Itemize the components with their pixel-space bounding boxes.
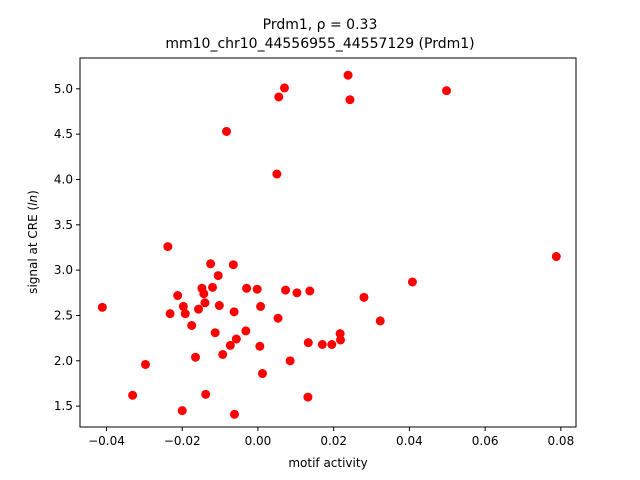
y-tick-label: 2.5 xyxy=(54,308,73,322)
data-point xyxy=(305,286,315,296)
data-point xyxy=(285,356,295,366)
y-tick-label: 1.5 xyxy=(54,399,73,413)
data-point xyxy=(190,352,200,362)
y-axis-label: signal at CRE (ln) xyxy=(26,190,40,294)
data-point xyxy=(375,316,385,326)
data-point xyxy=(292,288,302,298)
data-point xyxy=(194,304,204,314)
y-axis-label-close: ) xyxy=(26,190,40,195)
data-point xyxy=(335,335,345,345)
x-tick-label: −0.02 xyxy=(164,434,201,448)
data-point xyxy=(178,301,188,311)
y-axis-label-unit: ln xyxy=(26,195,40,206)
data-point xyxy=(317,340,327,349)
data-point xyxy=(359,292,369,302)
data-point xyxy=(208,282,218,292)
y-tick-label: 3.0 xyxy=(54,263,73,277)
x-tick-label: 0.04 xyxy=(396,434,423,448)
data-point xyxy=(165,309,175,319)
y-axis-label-main: signal at CRE ( xyxy=(26,206,40,294)
data-point xyxy=(218,349,228,359)
data-point xyxy=(274,92,284,102)
data-point xyxy=(345,95,355,105)
y-tick-label: 5.0 xyxy=(54,82,73,96)
data-point xyxy=(242,283,252,293)
data-points xyxy=(97,70,561,419)
y-tick-label: 3.5 xyxy=(54,218,73,232)
x-tick-label: 0.00 xyxy=(245,434,272,448)
data-point xyxy=(279,83,289,93)
x-axis-label: motif activity xyxy=(288,456,367,470)
data-point xyxy=(225,340,235,350)
y-tick-label: 4.5 xyxy=(54,127,73,141)
data-point xyxy=(258,369,267,379)
data-point xyxy=(252,284,262,294)
data-point xyxy=(303,338,313,348)
data-point xyxy=(551,252,561,262)
y-tick-label: 4.0 xyxy=(54,172,73,186)
data-point xyxy=(141,359,150,369)
data-point xyxy=(241,326,251,336)
data-point xyxy=(201,389,211,399)
data-point xyxy=(442,86,452,96)
data-point xyxy=(206,259,216,269)
data-point xyxy=(214,301,224,311)
data-point xyxy=(222,126,232,136)
data-point xyxy=(255,341,265,351)
data-point xyxy=(229,409,239,419)
y-tick-label: 2.0 xyxy=(54,354,73,368)
data-point xyxy=(173,291,183,301)
x-tick-label: 0.08 xyxy=(547,434,574,448)
data-point xyxy=(128,390,138,400)
data-point xyxy=(343,70,353,80)
data-point xyxy=(97,302,107,312)
chart-title-line-2: mm10_chr10_44556955_44557129 (Prdm1) xyxy=(165,36,474,52)
data-point xyxy=(327,340,337,349)
data-point xyxy=(163,242,173,252)
x-tick-label: −0.04 xyxy=(88,434,125,448)
data-point xyxy=(228,260,238,270)
data-point xyxy=(281,285,291,295)
data-point xyxy=(303,392,313,402)
data-point xyxy=(177,406,187,416)
data-point xyxy=(231,334,241,344)
data-point xyxy=(256,301,266,311)
y-axis-ticks: 1.5 2.0 2.5 3.0 3.5 4.0 4.5 5.0 xyxy=(54,82,80,413)
data-point xyxy=(335,329,345,339)
data-point xyxy=(272,169,282,179)
data-point xyxy=(213,271,223,281)
x-axis-ticks: −0.04 −0.02 0.00 0.02 0.04 0.06 0.08 xyxy=(88,427,574,448)
x-tick-label: 0.06 xyxy=(472,434,499,448)
data-point xyxy=(187,320,197,330)
data-point xyxy=(200,298,210,308)
data-point xyxy=(199,289,209,299)
data-point xyxy=(407,277,417,287)
x-tick-label: 0.02 xyxy=(320,434,347,448)
data-point xyxy=(210,328,220,338)
data-point xyxy=(273,313,283,323)
chart-title-line-1: Prdm1, ρ = 0.33 xyxy=(263,17,378,33)
data-point xyxy=(180,309,190,319)
data-point xyxy=(229,307,239,317)
plot-frame xyxy=(79,57,577,428)
